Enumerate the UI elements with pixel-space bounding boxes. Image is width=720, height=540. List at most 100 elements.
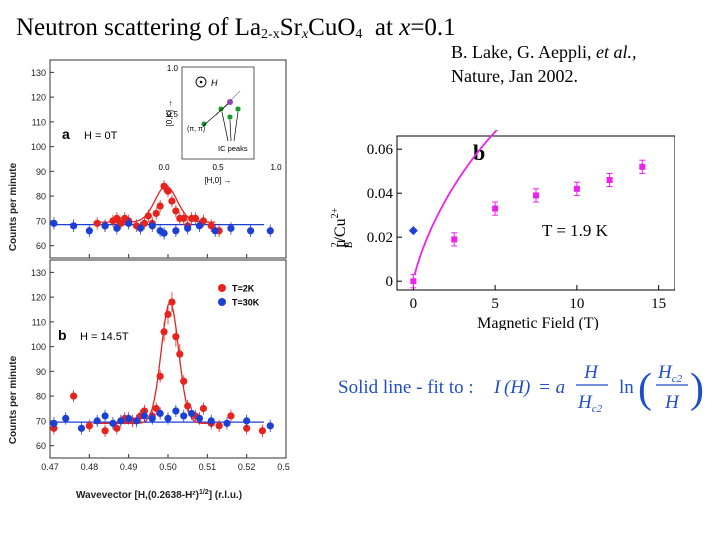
panel-b-xlabel: Wavevector [H,(0.2638-H²)1/2] (r.l.u.) (76, 489, 242, 501)
legend-label: T=30K (232, 298, 260, 308)
data-point (172, 227, 180, 235)
formula-lhs: I (493, 377, 502, 398)
data-point (160, 229, 168, 237)
y-tick-label: 90 (36, 367, 46, 377)
legend-marker (218, 298, 226, 306)
data-point (211, 227, 219, 235)
data-point (243, 424, 251, 432)
data-point (148, 414, 156, 422)
x-tick-label: 15 (651, 296, 666, 312)
data-point (132, 417, 141, 425)
y-tick-label: 120 (31, 293, 46, 303)
inset-xtick-2: 1.0 (270, 163, 282, 172)
data-point (160, 328, 168, 336)
citation-etal: et al., (595, 42, 637, 62)
data-point (606, 177, 613, 183)
panel-a-field: H = 0T (84, 130, 118, 142)
data-point (573, 185, 580, 192)
formula-ln: ln (619, 377, 634, 398)
data-point (199, 217, 207, 225)
formula-paren-right: ) (690, 366, 704, 412)
field-symbol-icon (195, 76, 207, 88)
data-point (227, 224, 235, 232)
formula-inner-den: H (664, 392, 680, 413)
data-point (410, 278, 417, 285)
formula-paren-left: ( (638, 366, 652, 412)
data-point (180, 377, 188, 385)
panel-b-right-xlabel: Magnetic Field (T) (477, 315, 599, 330)
data-point (164, 310, 172, 319)
inset-arrow-1 (202, 103, 229, 127)
x-tick-label: 0.48 (81, 462, 99, 472)
inset-ic-peak-4 (201, 121, 207, 127)
panel-b-right-ylabel: μ2 B/Cu2+ (330, 207, 355, 248)
formula-arg: (H) (504, 377, 530, 398)
data-point (164, 414, 172, 422)
data-point (188, 409, 196, 418)
data-point (258, 427, 266, 435)
y-tick-label: 0.02 (367, 230, 393, 246)
data-point (191, 214, 200, 222)
field-symbol-dot (199, 80, 203, 84)
inset-ic-label: IC peaks (218, 144, 248, 153)
y-tick-label: 70 (36, 216, 46, 226)
y-tick-label: 80 (36, 192, 46, 202)
data-point (101, 412, 109, 420)
data-point (168, 298, 176, 306)
data-point (113, 424, 121, 432)
title-text-at: at (374, 14, 393, 41)
inset-xtick-0: 0.0 (158, 163, 170, 172)
data-point (70, 392, 78, 400)
inset-arrow-2 (221, 111, 229, 142)
data-point (266, 422, 274, 430)
data-point (243, 417, 251, 425)
panel-b-field: H = 14.5T (80, 331, 129, 343)
data-point (125, 414, 133, 422)
data-point (199, 404, 207, 413)
x-tick-label: 0.49 (120, 462, 138, 472)
svg-text:μ2B/Cu2+: μ2 B/Cu2+ (330, 207, 355, 248)
formula-den: Hc2 (577, 392, 603, 415)
data-point (140, 219, 148, 227)
data-point (172, 407, 180, 415)
data-point (70, 222, 78, 230)
title-eq: =0.1 (410, 14, 456, 41)
data-point (125, 219, 133, 227)
data-point (533, 192, 539, 199)
right-figure: b T = 1.9 K Magnetic Field (T) μ2 B/Cu2+ … (330, 130, 675, 330)
title-x: x (399, 14, 411, 41)
x-tick-label: 5 (491, 296, 499, 312)
data-point (140, 412, 148, 420)
y-tick-label: 0.06 (367, 142, 394, 158)
inset-ytick-top: 1.0 (167, 64, 179, 73)
data-point (492, 205, 499, 212)
data-point (172, 207, 180, 215)
fit-formula: Solid line - fit to : I (H) = a H Hc2 ln… (338, 362, 704, 415)
data-point (156, 409, 164, 418)
citation: B. Lake, G. Aeppli, et al., Nature, Jan … (451, 40, 636, 88)
x-tick-label: 0 (410, 296, 418, 312)
x-tick-label: 10 (569, 296, 584, 312)
data-point (195, 414, 204, 422)
x-tick-label: 0.51 (199, 462, 217, 472)
data-point (207, 222, 215, 230)
inset-xtick-1: 0.5 (212, 163, 224, 172)
formula-inner-num: Hc2 (657, 362, 683, 385)
title-text: Neutron scattering of La (16, 14, 262, 41)
y-tick-label: 70 (36, 416, 46, 426)
x-tick-label: 0.53 (277, 462, 290, 472)
legend-label: T=2K (232, 284, 255, 294)
data-point (113, 224, 121, 232)
citation-authors: B. Lake, G. Aeppli, (451, 42, 592, 62)
inset-ic-peak-2 (235, 106, 241, 112)
title-text-cuo: CuO (308, 14, 356, 41)
inset-arrow-4 (233, 111, 239, 142)
formula-eq: = a (538, 377, 565, 398)
data-point (77, 424, 86, 432)
y-tick-label: 0 (386, 274, 394, 290)
data-point (50, 419, 58, 427)
data-point (180, 412, 188, 420)
data-point (215, 422, 223, 430)
data-point (180, 214, 188, 222)
data-point (148, 222, 156, 230)
